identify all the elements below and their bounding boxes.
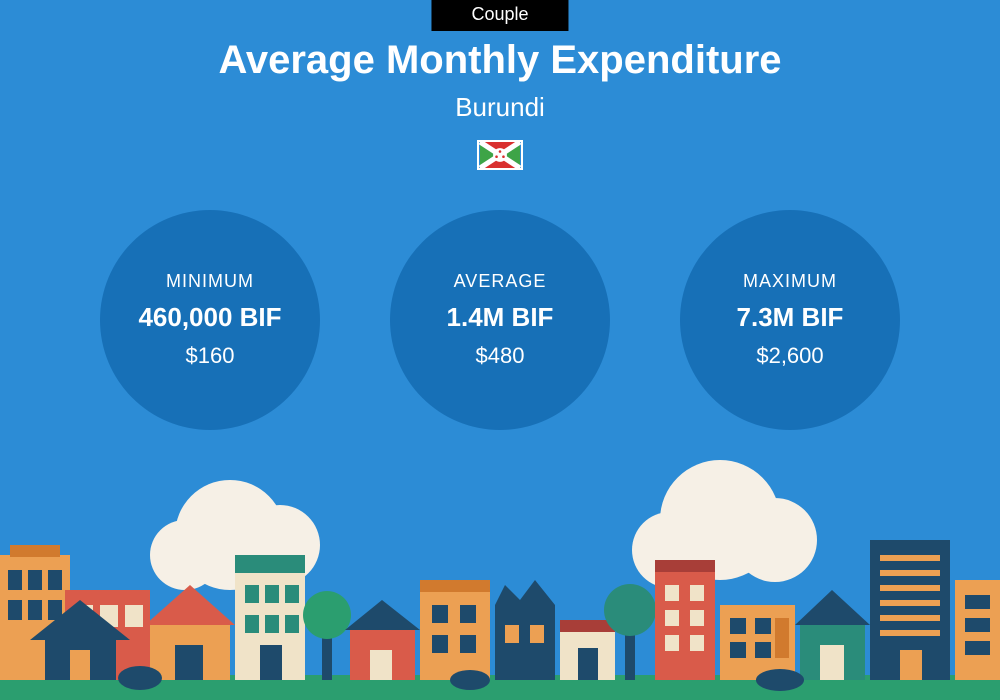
stat-value: 1.4M BIF	[447, 302, 554, 333]
stats-row: MINIMUM 460,000 BIF $160 AVERAGE 1.4M BI…	[0, 210, 1000, 430]
stat-label: MINIMUM	[166, 271, 254, 292]
stat-usd: $480	[476, 343, 525, 369]
stat-average: AVERAGE 1.4M BIF $480	[390, 210, 610, 430]
cityscape-illustration	[0, 460, 1000, 700]
stat-minimum: MINIMUM 460,000 BIF $160	[100, 210, 320, 430]
stat-value: 7.3M BIF	[737, 302, 844, 333]
country-subtitle: Burundi	[0, 92, 1000, 123]
stat-maximum: MAXIMUM 7.3M BIF $2,600	[680, 210, 900, 430]
stat-usd: $2,600	[756, 343, 823, 369]
page-title: Average Monthly Expenditure	[0, 38, 1000, 83]
category-tag: Couple	[431, 0, 568, 31]
stat-usd: $160	[186, 343, 235, 369]
stat-value: 460,000 BIF	[138, 302, 281, 333]
stat-label: MAXIMUM	[743, 271, 837, 292]
stat-label: AVERAGE	[454, 271, 547, 292]
flag-icon	[477, 140, 523, 170]
